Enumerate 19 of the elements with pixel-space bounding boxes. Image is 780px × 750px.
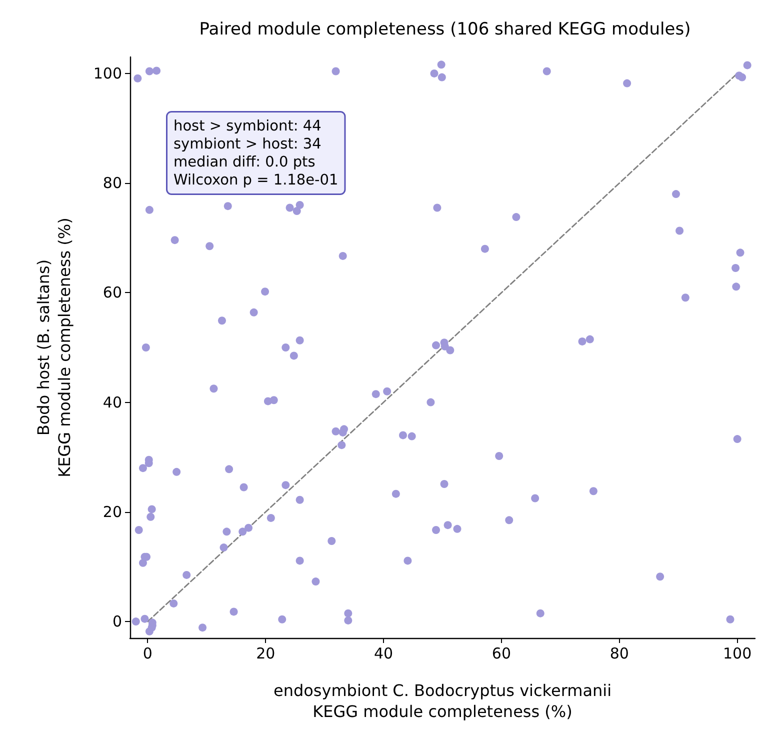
x-tick-label: 80: [610, 644, 629, 662]
y-tick-label: 80: [102, 174, 122, 192]
y-tick-label: 0: [112, 612, 122, 631]
annotation: symbiont > host: 34: [174, 136, 322, 152]
x-tick-label: 60: [492, 644, 512, 662]
x-tick-label: 100: [722, 644, 752, 662]
x-tick-label: 20: [256, 644, 276, 662]
y-tick-label: 60: [102, 284, 122, 302]
y-tick-label: 20: [102, 502, 122, 521]
chart-title: Paired module completeness (106 shared KEGG modules): [199, 20, 691, 40]
x-axis-title: endosymbiont C. Bodocryptus vickermanii KEGG module completeness (%): [273, 681, 612, 721]
annotation: Wilcoxon p = 1.18e-01: [174, 172, 338, 188]
annotation: host > symbiont: 44: [174, 118, 322, 134]
y-tick-label: 40: [102, 393, 122, 412]
y-axis-title: Bodo host (B. saltans) KEGG module completeness (%): [34, 218, 74, 478]
x-tick-label: 40: [374, 644, 394, 662]
x-tick-label: 0: [142, 644, 152, 662]
y-tick-label: 100: [93, 64, 122, 82]
annotation: median diff: 0.0 pts: [174, 154, 316, 170]
